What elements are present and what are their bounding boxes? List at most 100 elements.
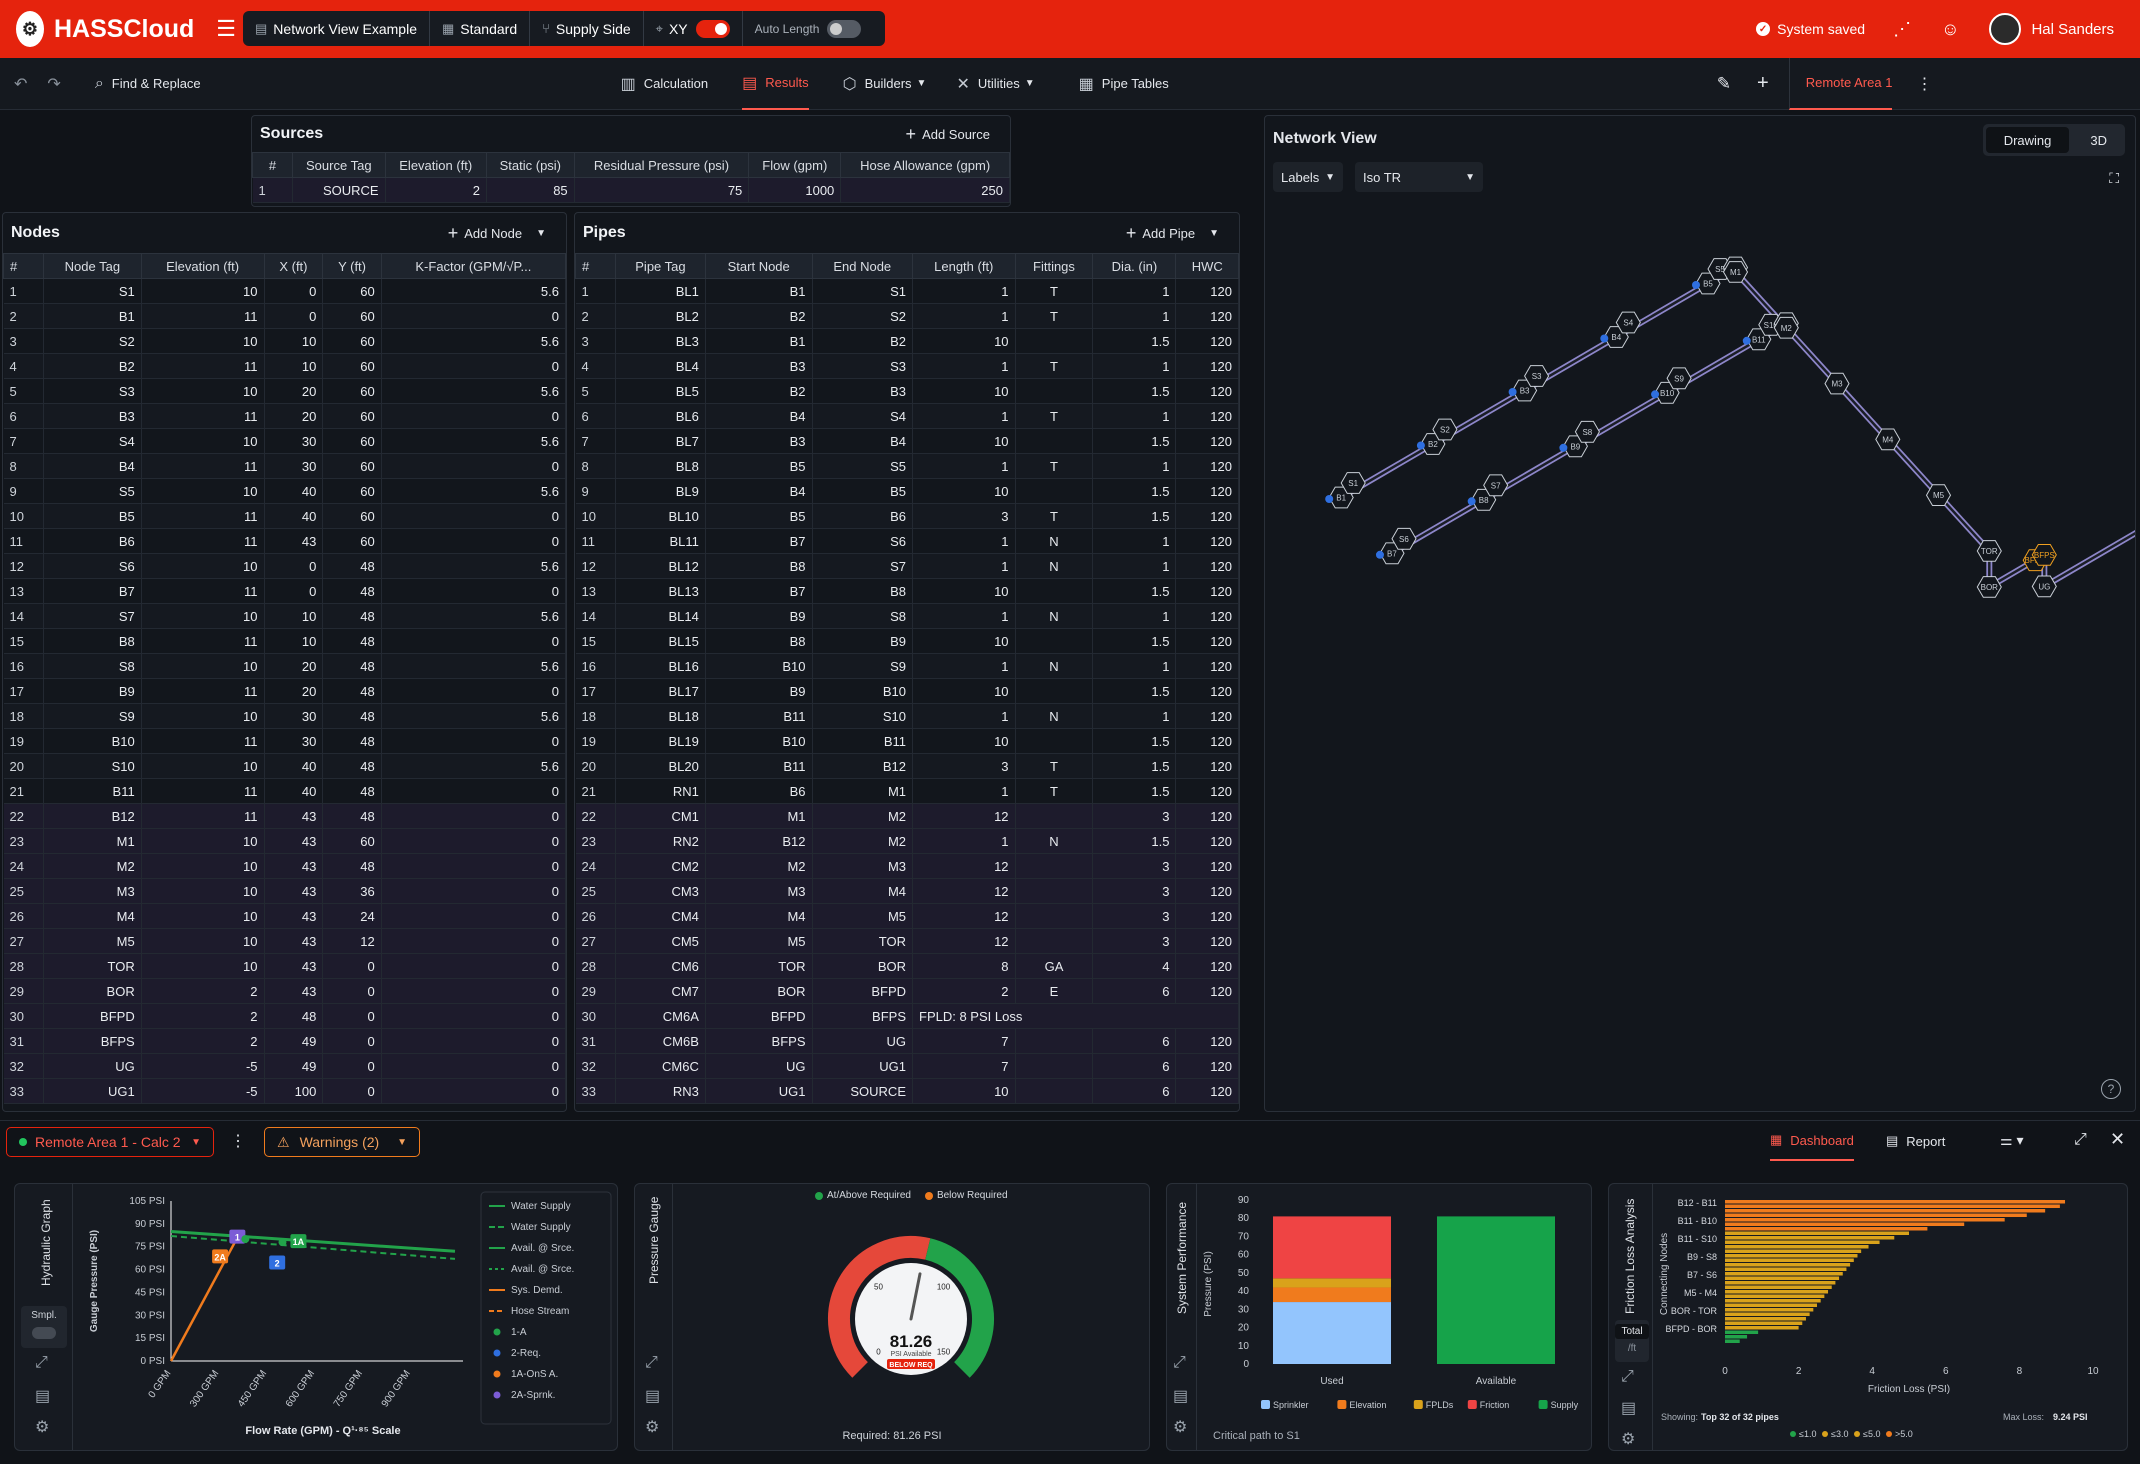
table-cell[interactable]: 48 — [264, 1003, 324, 1029]
table-cell[interactable] — [1015, 903, 1094, 929]
table-cell[interactable] — [1015, 428, 1094, 454]
table-cell[interactable]: 12 — [3, 553, 44, 579]
table-cell[interactable]: RN1 — [615, 778, 706, 804]
table-row[interactable]: 18 BL18 B11 S10 1 N 1 120 — [575, 703, 1239, 729]
table-row[interactable]: 15 BL15 B8 B9 10 1.5 120 — [575, 628, 1239, 654]
table-cell[interactable]: 10 — [141, 553, 265, 579]
table-cell[interactable]: S8 — [812, 603, 914, 629]
table-cell[interactable]: S5 — [812, 453, 914, 479]
table-cell[interactable]: M4 — [812, 878, 914, 904]
table-cell[interactable]: 10 — [912, 378, 1016, 404]
table-row[interactable]: 29 BOR 2 43 0 0 — [3, 978, 566, 1004]
table-cell[interactable]: 1 — [252, 177, 293, 203]
table-row[interactable]: 17 BL17 B9 B10 10 1.5 120 — [575, 678, 1239, 704]
table-cell[interactable]: 100 — [264, 1078, 324, 1104]
table-cell[interactable]: 1 — [912, 778, 1016, 804]
table-row[interactable]: 13 BL13 B7 B8 10 1.5 120 — [575, 578, 1239, 604]
table-cell[interactable]: BL11 — [615, 528, 706, 554]
document-icon[interactable]: ▤ — [35, 1388, 51, 1405]
column-header[interactable]: Fittings — [1014, 253, 1094, 279]
table-cell[interactable]: 1 — [1092, 553, 1177, 579]
column-header[interactable]: Dia. (in) — [1092, 253, 1177, 279]
table-cell[interactable]: 5.6 — [381, 328, 566, 354]
table-cell[interactable]: 11 — [141, 303, 265, 329]
table-cell[interactable] — [1015, 803, 1094, 829]
table-cell[interactable]: 15 — [3, 628, 44, 654]
table-cell[interactable]: 10 — [141, 328, 265, 354]
table-cell[interactable]: N — [1015, 703, 1094, 729]
table-cell[interactable]: 0 — [381, 1003, 566, 1029]
table-cell[interactable]: 120 — [1175, 928, 1239, 954]
table-cell[interactable]: S7 — [812, 553, 914, 579]
table-cell[interactable]: B4 — [705, 478, 813, 504]
table-cell[interactable]: 4 — [1092, 953, 1177, 979]
warnings-button[interactable]: ⚠ Warnings (2) ▼ — [264, 1127, 420, 1157]
table-cell[interactable]: 1.5 — [1092, 728, 1177, 754]
table-cell[interactable]: 1 — [912, 403, 1016, 429]
table-cell[interactable]: BL8 — [615, 453, 706, 479]
table-cell[interactable]: UG — [705, 1053, 813, 1079]
table-cell[interactable]: 2 — [3, 303, 44, 329]
fullscreen-icon[interactable]: ⛶ — [2109, 170, 2119, 186]
table-cell[interactable]: 3 — [1092, 803, 1177, 829]
column-header[interactable]: Flow (gpm) — [748, 152, 842, 178]
table-cell[interactable]: 120 — [1175, 378, 1239, 404]
mode-selector[interactable]: ▦ Standard — [430, 11, 531, 46]
table-cell[interactable]: 11 — [141, 403, 265, 429]
table-cell[interactable]: 16 — [575, 653, 616, 679]
table-cell[interactable]: 5.6 — [381, 603, 566, 629]
table-cell[interactable]: 19 — [3, 728, 44, 754]
table-cell[interactable]: 6 — [575, 403, 616, 429]
table-cell[interactable]: 5.6 — [381, 753, 566, 779]
expand-icon[interactable]: ⤢ — [2074, 1131, 2087, 1148]
table-cell[interactable]: 120 — [1175, 578, 1239, 604]
table-cell[interactable]: 120 — [1175, 678, 1239, 704]
table-cell[interactable]: 120 — [1175, 778, 1239, 804]
table-cell[interactable]: 11 — [3, 528, 44, 554]
team-icon[interactable]: ☺ — [1941, 18, 1960, 39]
table-cell[interactable]: E — [1015, 978, 1094, 1004]
table-cell[interactable]: 0 — [322, 1003, 382, 1029]
table-cell[interactable]: UG — [43, 1053, 142, 1079]
table-cell[interactable]: 5.6 — [381, 703, 566, 729]
side-selector[interactable]: ⑂ Supply Side — [530, 11, 644, 46]
table-cell[interactable]: 120 — [1175, 728, 1239, 754]
settings-sliders-icon[interactable]: ⚌ ▾ — [2000, 1132, 2024, 1148]
table-cell[interactable]: M1 — [812, 778, 914, 804]
table-cell[interactable]: 0 — [322, 1053, 382, 1079]
table-cell[interactable]: 1.5 — [1092, 753, 1177, 779]
table-cell[interactable]: 10 — [912, 1078, 1016, 1104]
table-cell[interactable]: 5.6 — [381, 553, 566, 579]
table-cell[interactable]: 30 — [264, 703, 324, 729]
table-cell[interactable]: 0 — [381, 528, 566, 554]
table-cell[interactable]: 48 — [322, 753, 382, 779]
table-cell[interactable]: 29 — [575, 978, 616, 1004]
table-cell[interactable]: S9 — [812, 653, 914, 679]
table-cell[interactable]: 75 — [574, 177, 750, 203]
table-cell[interactable]: 23 — [3, 828, 44, 854]
table-cell[interactable]: 1.5 — [1092, 678, 1177, 704]
table-row[interactable]: 18 S9 10 30 48 5.6 — [3, 703, 566, 729]
table-cell[interactable]: 120 — [1175, 1078, 1239, 1104]
table-cell[interactable]: 33 — [575, 1078, 616, 1104]
table-cell[interactable]: 30 — [3, 1003, 44, 1029]
table-cell[interactable]: 120 — [1175, 528, 1239, 554]
table-cell[interactable]: M4 — [43, 903, 142, 929]
table-cell[interactable]: 120 — [1175, 1053, 1239, 1079]
table-cell[interactable]: 0 — [381, 678, 566, 704]
table-cell[interactable]: 10 — [264, 328, 324, 354]
table-row[interactable]: 4 BL4 B3 S3 1 T 1 120 — [575, 353, 1239, 379]
table-cell[interactable]: 20 — [264, 678, 324, 704]
more-icon[interactable]: ⋮ — [1916, 75, 1933, 93]
table-row[interactable]: 32 CM6C UG UG1 7 6 120 — [575, 1053, 1239, 1079]
table-cell[interactable]: 12 — [912, 903, 1016, 929]
table-cell[interactable]: 17 — [3, 678, 44, 704]
expand-icon[interactable]: ⤢ — [1621, 1368, 1634, 1385]
document-icon[interactable]: ▤ — [1621, 1400, 1637, 1417]
table-cell[interactable]: 85 — [486, 177, 575, 203]
table-cell[interactable]: 10 — [141, 753, 265, 779]
table-cell[interactable]: B2 — [705, 303, 813, 329]
table-cell[interactable] — [1015, 728, 1094, 754]
table-cell[interactable]: 1 — [912, 653, 1016, 679]
table-cell[interactable]: B11 — [705, 703, 813, 729]
